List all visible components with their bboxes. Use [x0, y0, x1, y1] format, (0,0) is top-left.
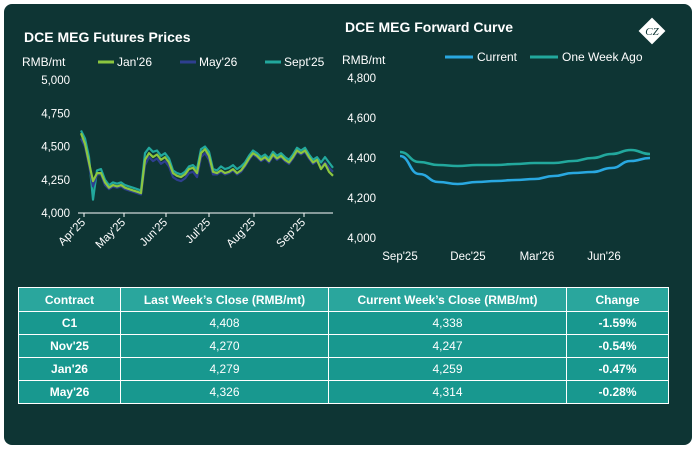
futures-xtick-label: Apr'25: [56, 217, 88, 249]
futures-legend-label: Jan'26: [117, 55, 152, 69]
change-cell: -0.54%: [566, 334, 669, 358]
futures-series: [79, 130, 334, 201]
last-week-cell: 4,279: [120, 357, 329, 381]
contracts-table: Contract Last Week’s Close (RMB/mt) Curr…: [18, 287, 669, 404]
forward-series-line: [399, 154, 651, 186]
forward-xtick-label: Mar'26: [520, 251, 555, 263]
contract-cell: May'26: [18, 380, 121, 404]
futures-legend: Jan'26 May'26 Sept'25: [98, 55, 325, 69]
forward-xtick-label: Jun'26: [587, 251, 621, 263]
futures-legend-label: Sept'25: [284, 55, 325, 69]
table-row: C1 4,408 4,338 -1.59%: [18, 311, 669, 335]
cz-logo-icon: CZ: [637, 16, 667, 46]
forward-chart-title: DCE MEG Forward Curve: [345, 19, 513, 35]
futures-legend-label: May'26: [199, 55, 238, 69]
last-week-cell: 4,326: [120, 380, 329, 404]
last-week-cell: 4,408: [120, 311, 329, 335]
futures-chart-title: DCE MEG Futures Prices: [24, 29, 191, 45]
forward-ytick-label: 4,800: [347, 73, 376, 85]
table-row: Nov'25 4,270 4,247 -0.54%: [18, 334, 669, 358]
forward-xtick-label: Dec'25: [450, 251, 485, 263]
futures-xtick-label: Jul'25: [184, 217, 213, 246]
futures-series-line: [79, 132, 334, 195]
futures-ytick-label: 4,500: [41, 142, 70, 154]
current-week-cell: 4,259: [328, 357, 567, 381]
change-cell: -0.47%: [566, 357, 669, 381]
futures-ytick-label: 4,000: [41, 208, 70, 220]
futures-xtick-label: Jun'25: [138, 217, 170, 249]
forward-ytick-label: 4,200: [347, 193, 376, 205]
current-week-cell: 4,247: [328, 334, 567, 358]
futures-chart-ylabel: RMB/mt: [22, 55, 66, 69]
table-row: May'26 4,326 4,314 -0.28%: [18, 380, 669, 404]
forward-series-line: [399, 148, 651, 168]
futures-ytick-label: 4,750: [41, 108, 70, 120]
futures-ytick-label: 4,250: [41, 175, 70, 187]
futures-ytick-label: 5,000: [41, 75, 70, 87]
header-contract: Contract: [18, 287, 121, 312]
change-cell: -0.28%: [566, 380, 669, 404]
logo-text: CZ: [645, 26, 659, 38]
contract-cell: Jan'26: [18, 357, 121, 381]
current-week-cell: 4,338: [328, 311, 567, 335]
forward-axes: 4,800 4,600 4,400 4,200 4,000 Sep'25 Dec'25 Mar…: [347, 73, 621, 263]
futures-xtick-label: May'25: [94, 217, 128, 251]
forward-legend: Current One Week Ago: [445, 50, 643, 64]
forward-legend-label: One Week Ago: [562, 50, 643, 64]
table-header-row: Contract Last Week’s Close (RMB/mt) Curr…: [18, 287, 669, 312]
futures-xtick-label: Aug'25: [225, 217, 259, 251]
futures-xtick-label: Sep'25: [275, 217, 309, 251]
last-week-cell: 4,270: [120, 334, 329, 358]
change-cell: -1.59%: [566, 311, 669, 335]
forward-legend-label: Current: [477, 50, 518, 64]
contract-cell: C1: [18, 311, 121, 335]
forward-ytick-label: 4,000: [347, 233, 376, 245]
header-last-week-close: Last Week’s Close (RMB/mt): [120, 287, 329, 312]
forward-series: [399, 148, 651, 186]
forward-ytick-label: 4,600: [347, 113, 376, 125]
header-change: Change: [566, 287, 669, 312]
forward-chart-ylabel: RMB/mt: [342, 53, 386, 67]
forward-ytick-label: 4,400: [347, 153, 376, 165]
table-row: Jan'26 4,279 4,259 -0.47%: [18, 357, 669, 381]
current-week-cell: 4,314: [328, 380, 567, 404]
header-current-week-close: Current Week’s Close (RMB/mt): [328, 287, 567, 312]
forward-xtick-label: Sep'25: [382, 251, 417, 263]
contract-cell: Nov'25: [18, 334, 121, 358]
futures-series-line: [80, 130, 334, 201]
